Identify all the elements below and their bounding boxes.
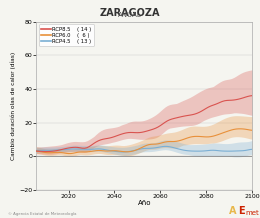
Legend: RCP8.5    ( 14 ), RCP6.0    (  6 ), RCP4.5    ( 13 ): RCP8.5 ( 14 ), RCP6.0 ( 6 ), RCP4.5 ( 13… — [39, 24, 94, 46]
Text: A: A — [229, 206, 236, 216]
Text: met: met — [246, 210, 259, 216]
Text: ZARAGOZA: ZARAGOZA — [100, 8, 160, 18]
Y-axis label: Cambio duración olas de calor (días): Cambio duración olas de calor (días) — [11, 52, 16, 160]
Text: ANUAL: ANUAL — [118, 12, 142, 18]
X-axis label: Año: Año — [138, 200, 151, 206]
Text: © Agencia Estatal de Meteorología: © Agencia Estatal de Meteorología — [8, 212, 76, 216]
Text: E: E — [238, 206, 244, 216]
